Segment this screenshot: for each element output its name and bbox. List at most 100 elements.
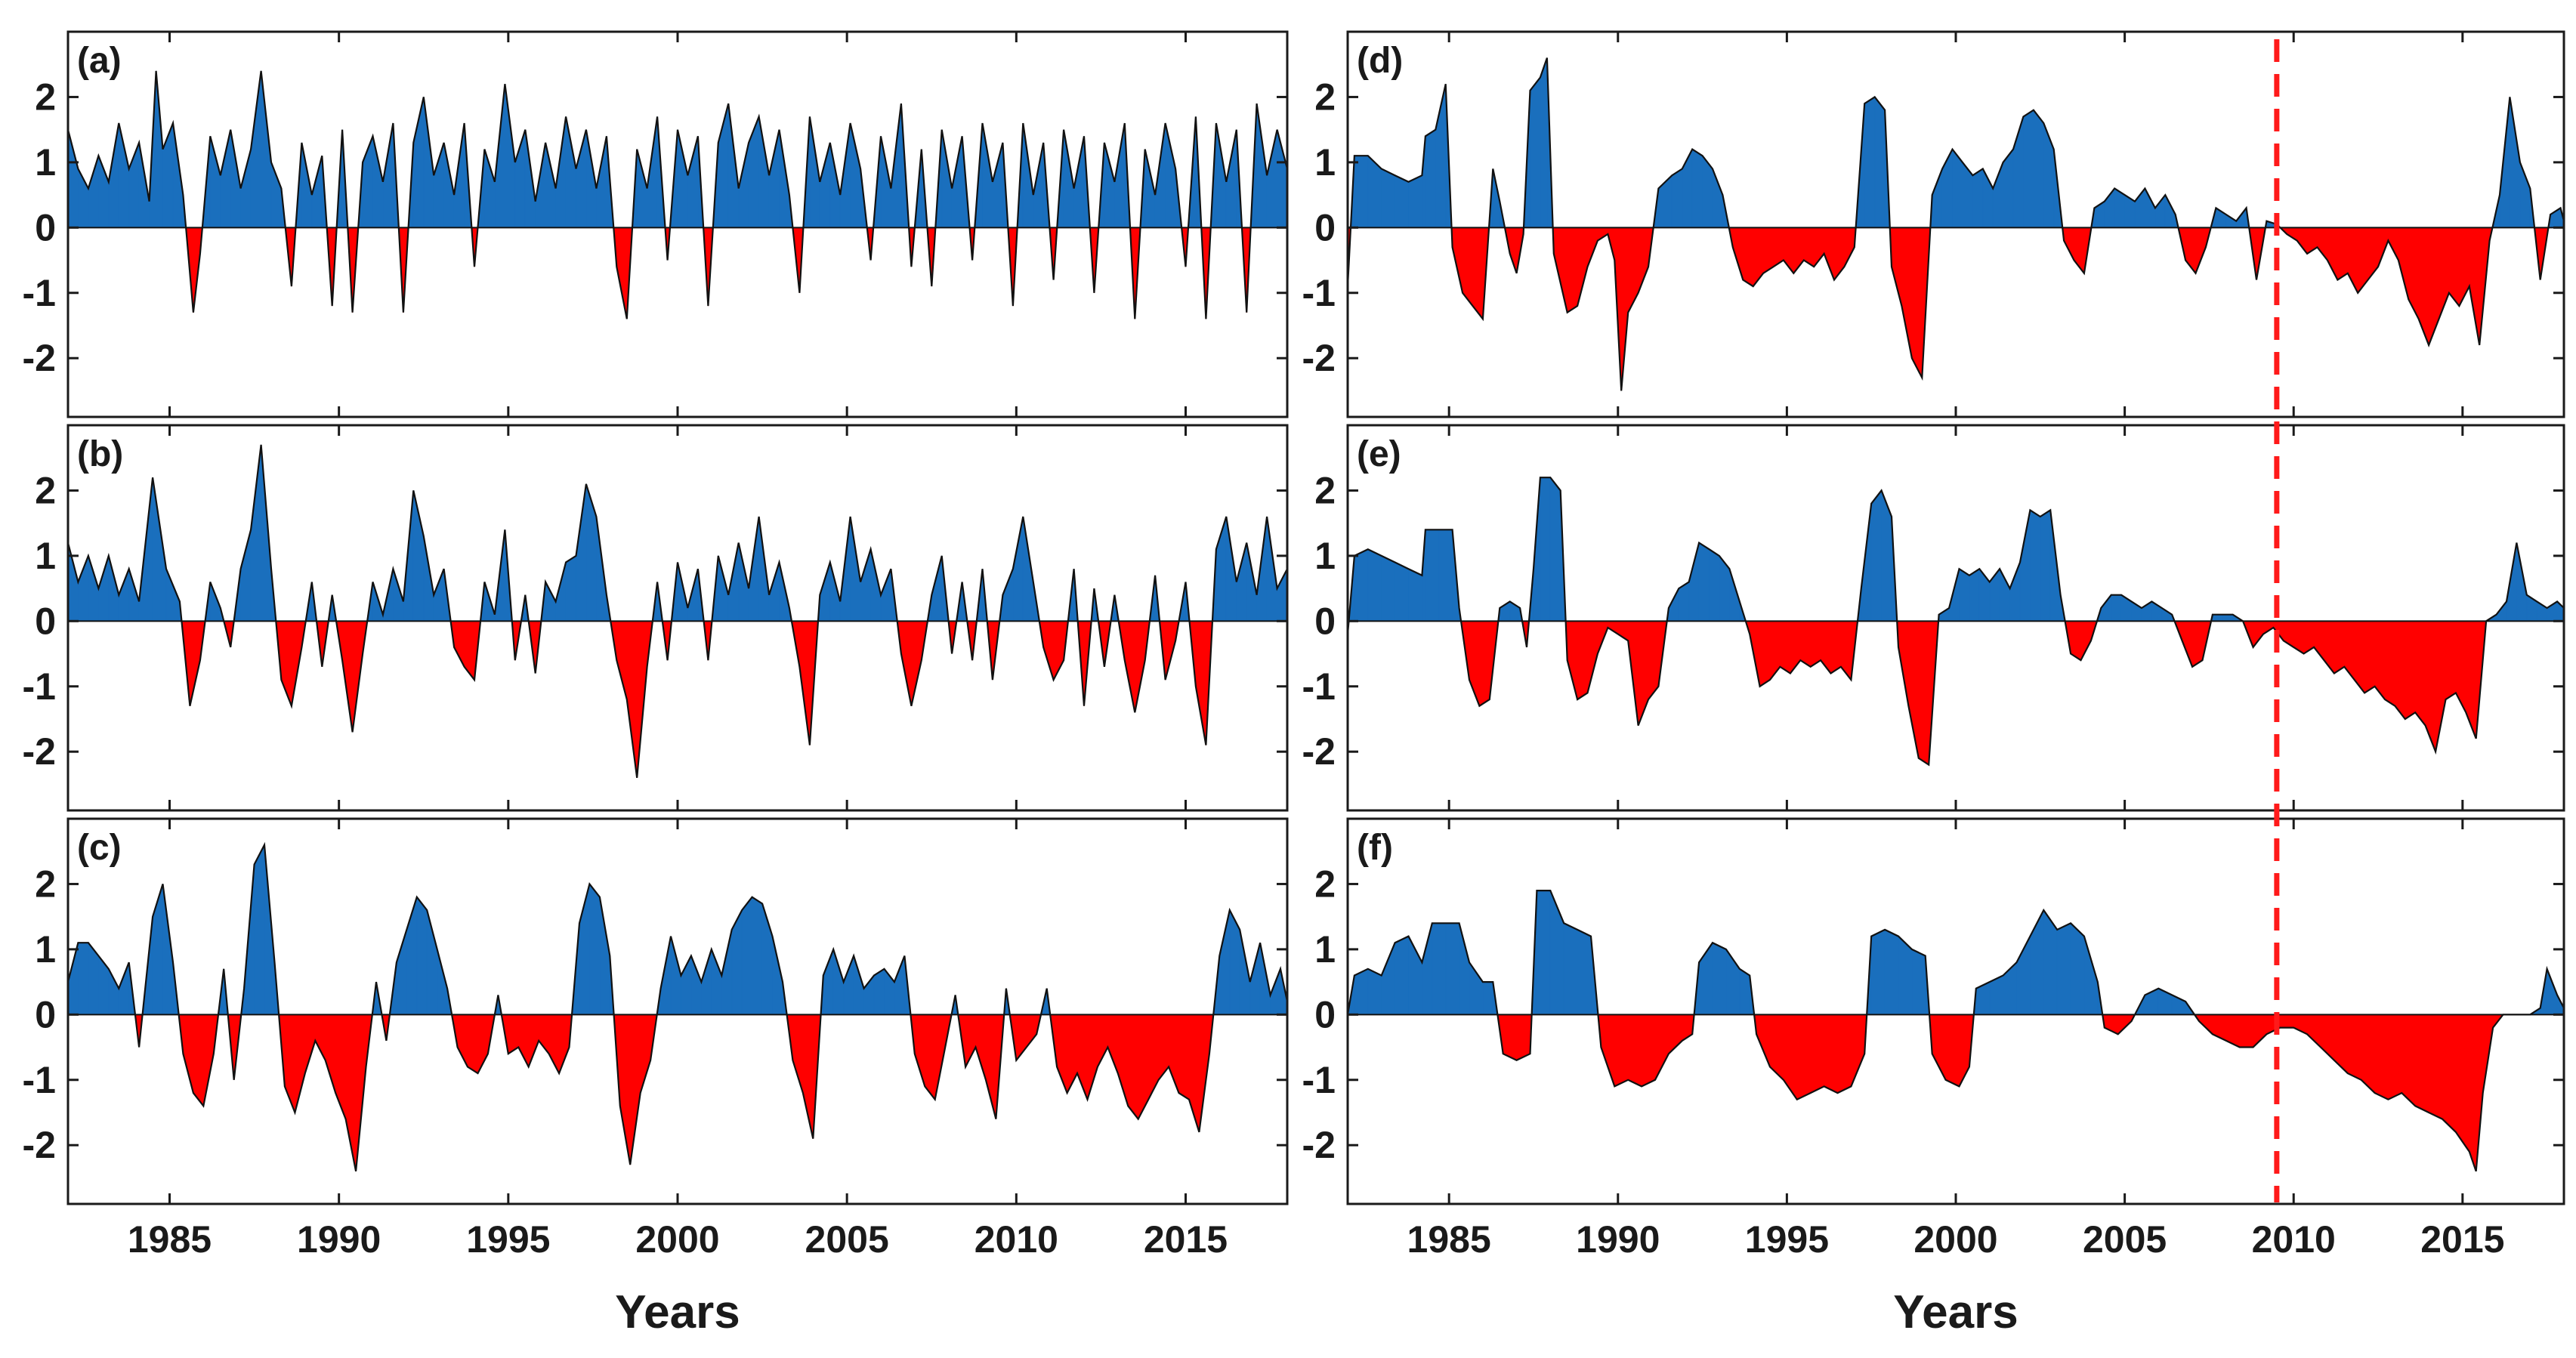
positive-area — [2111, 594, 2122, 622]
positive-area — [1881, 490, 1892, 622]
positive-area — [1540, 57, 1548, 228]
panel-label-b: (b) — [77, 434, 123, 474]
positive-area — [1870, 929, 1886, 1015]
negative-area — [2408, 227, 2420, 319]
negative-area — [1567, 227, 1578, 313]
positive-area — [254, 844, 265, 1015]
positive-area — [2030, 909, 2044, 1015]
positive-area — [1884, 929, 1899, 1015]
negative-area — [1614, 1014, 1629, 1088]
positive-area — [118, 962, 130, 1015]
positive-area — [599, 897, 610, 1015]
negative-area — [1638, 620, 1649, 726]
negative-area — [1107, 1014, 1119, 1074]
positive-area — [484, 149, 496, 228]
negative-area — [2476, 1014, 2484, 1171]
negative-area — [464, 620, 475, 681]
positive-area — [1959, 568, 1970, 622]
y-tick-label: 0 — [35, 600, 56, 642]
y-tick-label: 2 — [1314, 863, 1336, 905]
negative-area — [1601, 1014, 1615, 1087]
negative-area — [335, 1014, 346, 1119]
negative-area — [1840, 620, 1852, 681]
negative-area — [2401, 1014, 2416, 1107]
panel-a: 2 1 0 -1 -2 (a) — [23, 30, 1289, 418]
positive-area — [2519, 162, 2531, 228]
negative-area — [325, 1014, 336, 1094]
negative-area — [2388, 1014, 2402, 1100]
y-tick-label: 2 — [1314, 469, 1336, 511]
positive-area — [118, 122, 130, 228]
positive-area — [1540, 477, 1551, 622]
negative-area — [2414, 620, 2426, 727]
negative-area — [2334, 620, 2345, 674]
positive-area — [240, 149, 252, 228]
negative-area — [2384, 620, 2395, 707]
positive-area — [416, 896, 428, 1015]
positive-area — [1104, 142, 1115, 228]
negative-area — [1472, 227, 1484, 320]
negative-area — [629, 1014, 641, 1165]
negative-area — [453, 620, 465, 667]
negative-area — [1753, 227, 1764, 288]
y-tick-label: 1 — [1314, 535, 1336, 577]
panel-frame-f — [1346, 817, 2565, 1205]
negative-area — [2279, 1014, 2294, 1028]
positive-area — [873, 968, 885, 1015]
negative-area — [2428, 227, 2439, 346]
positive-area — [1277, 569, 1287, 622]
positive-area — [1577, 929, 1592, 1015]
negative-area — [183, 1014, 194, 1094]
positive-area — [741, 896, 752, 1015]
positive-area — [860, 549, 871, 622]
negative-area — [2435, 620, 2446, 752]
positive-area — [1367, 968, 1382, 1015]
positive-area — [565, 116, 576, 228]
positive-area — [711, 949, 722, 1015]
positive-area — [1482, 981, 1493, 1015]
positive-area — [819, 142, 831, 228]
positive-area — [589, 883, 601, 1015]
positive-area — [670, 936, 681, 1015]
x-tick-label: 2010 — [974, 1218, 1058, 1261]
negative-area — [1127, 1014, 1139, 1120]
negative-area — [1824, 227, 1835, 280]
negative-area — [1509, 227, 1517, 273]
positive-area — [1277, 129, 1287, 228]
negative-area — [1516, 1014, 1530, 1061]
x-tick-label: 1985 — [1407, 1218, 1491, 1261]
positive-area — [1422, 923, 1433, 1015]
positive-area — [1425, 128, 1436, 228]
negative-area — [1799, 620, 1812, 668]
negative-area — [2306, 1014, 2321, 1048]
positive-area — [1354, 548, 1369, 622]
x-tick-label: 1995 — [466, 1218, 550, 1261]
panel-b: 2 1 0 -1 -2 (b) — [23, 424, 1289, 812]
negative-area — [640, 1014, 651, 1094]
plot-area-e — [1348, 477, 2564, 767]
y-tick-label: -2 — [23, 1124, 56, 1166]
positive-area — [752, 896, 763, 1015]
positive-area — [1266, 129, 1277, 228]
negative-area — [2337, 227, 2349, 281]
negative-area — [1891, 227, 1902, 307]
negative-area — [1901, 227, 1913, 359]
y-tick-label: -1 — [23, 272, 56, 314]
y-tick-label: 0 — [1314, 993, 1336, 1035]
series-line-c — [68, 841, 1287, 1172]
positive-area — [1438, 529, 1453, 622]
y-tick-label: 2 — [35, 76, 56, 118]
positive-area — [2100, 594, 2112, 622]
negative-area — [467, 1014, 478, 1074]
negative-area — [2455, 1014, 2470, 1153]
positive-area — [1219, 909, 1231, 1015]
negative-area — [1742, 227, 1754, 287]
negative-area — [2080, 620, 2092, 661]
y-tick-label: -1 — [1302, 665, 1336, 708]
negative-area — [1067, 1014, 1078, 1094]
positive-area — [565, 555, 576, 622]
panel-d: 2 1 0 -1 -2 (d) — [1302, 30, 2565, 418]
negative-area — [2418, 227, 2429, 346]
positive-area — [1698, 542, 1710, 622]
